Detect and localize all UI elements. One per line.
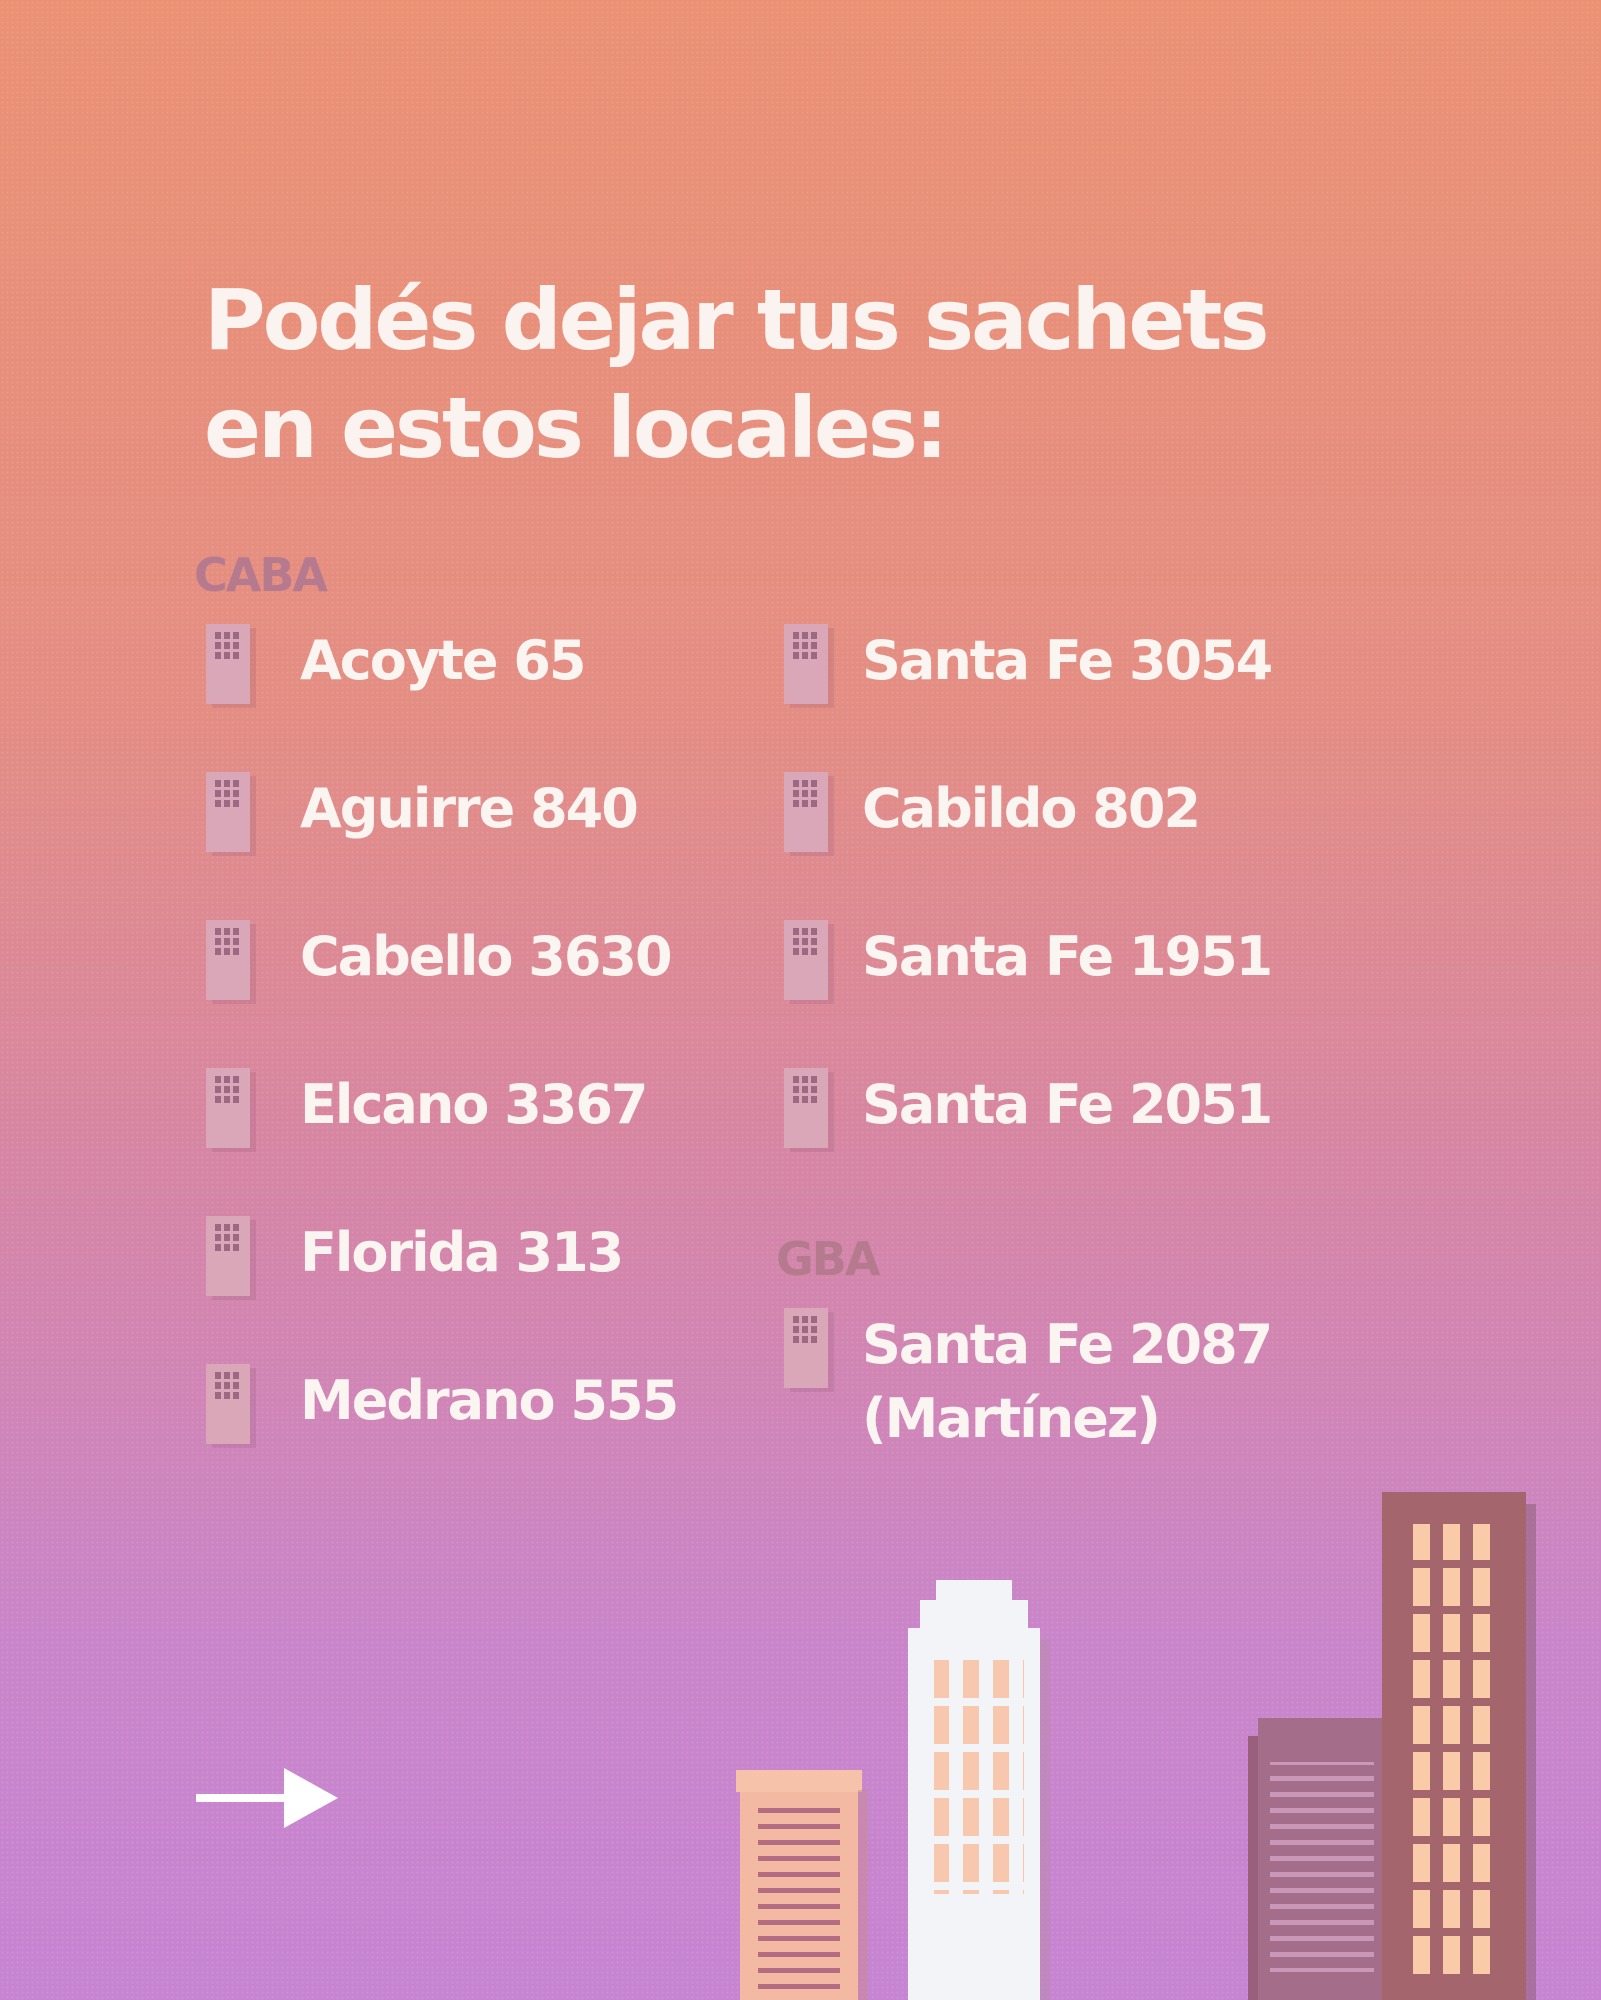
address-label: Florida 313: [300, 1221, 624, 1284]
address-label: Cabildo 802: [862, 777, 1201, 840]
address-line-2: (Martínez): [862, 1387, 1161, 1450]
building-door-icon: [784, 1068, 828, 1148]
building-door-icon: [784, 920, 828, 1000]
address-label: Santa Fe 2051: [862, 1073, 1273, 1136]
building-brown: [1382, 1492, 1536, 2000]
title-line-1: Podés dejar tus sachets: [204, 271, 1269, 369]
region-label-caba: CABA: [194, 548, 328, 602]
address-label: Cabello 3630: [300, 925, 673, 988]
building-door-icon: [784, 772, 828, 852]
building-door-icon: [206, 920, 250, 1000]
page-title: Podés dejar tus sachets en estos locales…: [204, 266, 1354, 482]
title-line-2: en estos locales:: [204, 379, 948, 477]
list-item: Medrano 555: [206, 1364, 679, 1444]
list-item: Santa Fe 3054: [784, 624, 1273, 704]
region-label-gba: GBA: [776, 1232, 880, 1286]
list-item: Santa Fe 2087 (Martínez): [784, 1308, 1273, 1456]
building-door-icon: [206, 1068, 250, 1148]
building-door-icon: [784, 1308, 828, 1388]
building-white: [908, 1580, 1050, 2000]
list-item: Acoyte 65: [206, 624, 586, 704]
list-item: Elcano 3367: [206, 1068, 648, 1148]
list-item: Cabildo 802: [784, 772, 1201, 852]
list-item: Aguirre 840: [206, 772, 639, 852]
address-line-1: Santa Fe 2087: [862, 1313, 1273, 1376]
arrow-right-icon[interactable]: [196, 1766, 340, 1830]
address-label: Santa Fe 3054: [862, 629, 1273, 692]
address-label: Santa Fe 2087 (Martínez): [862, 1308, 1273, 1456]
building-door-icon: [206, 624, 250, 704]
list-item: Santa Fe 1951: [784, 920, 1273, 1000]
building-peach: [736, 1770, 868, 2000]
address-label: Santa Fe 1951: [862, 925, 1273, 988]
building-door-icon: [784, 624, 828, 704]
building-door-icon: [206, 1364, 250, 1444]
address-label: Elcano 3367: [300, 1073, 648, 1136]
building-door-icon: [206, 772, 250, 852]
address-label: Medrano 555: [300, 1369, 679, 1432]
list-item: Cabello 3630: [206, 920, 673, 1000]
building-mauve: [1248, 1718, 1386, 2000]
building-door-icon: [206, 1216, 250, 1296]
address-label: Acoyte 65: [300, 629, 586, 692]
address-label: Aguirre 840: [300, 777, 639, 840]
list-item: Santa Fe 2051: [784, 1068, 1273, 1148]
list-item: Florida 313: [206, 1216, 624, 1296]
